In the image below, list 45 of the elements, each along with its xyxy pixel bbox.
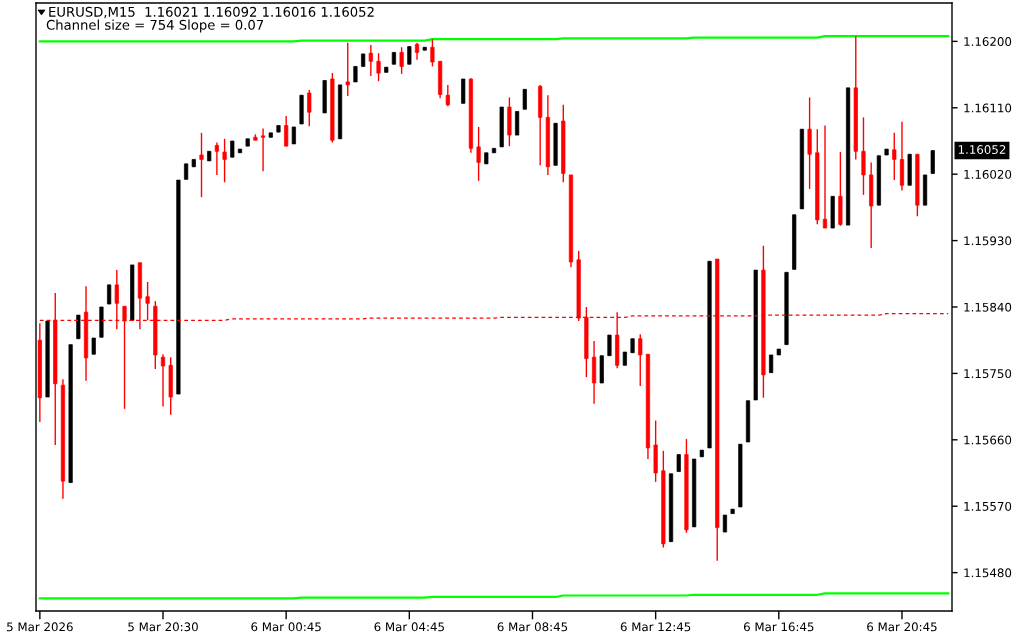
y-tick-label: 1.15480: [964, 568, 1012, 578]
candlestick: [522, 88, 527, 110]
x-tick-label: 6 Mar 08:45: [497, 622, 568, 632]
candlestick: [160, 353, 166, 408]
y-tick-label: 1.15930: [964, 236, 1012, 246]
x-tick-label: 6 Mar 16:45: [743, 622, 814, 632]
candlestick: [222, 138, 227, 183]
candlestick: [376, 52, 381, 82]
y-tick-label: 1.16110: [964, 103, 1012, 113]
candlestick: [638, 333, 643, 387]
candlestick: [399, 46, 404, 75]
candlestick: [368, 44, 373, 77]
y-tick-label: 1.15750: [964, 369, 1012, 379]
candlestick: [307, 89, 312, 127]
candlestick: [214, 141, 219, 176]
y-tick-label: 1.15660: [964, 435, 1012, 445]
y-tick-label: 1.16020: [964, 169, 1012, 179]
x-tick-label: 6 Mar 20:45: [867, 622, 937, 632]
candlestick: [445, 84, 450, 107]
candlestick: [76, 314, 81, 340]
text: 1.16052: [958, 145, 1006, 154]
candlestick: [892, 132, 897, 181]
x-tick-label: 5 Mar 2026: [7, 622, 73, 632]
candlestick: [607, 334, 612, 357]
x-tick-label: 5 Mar 20:30: [128, 622, 198, 632]
candlestick: [930, 149, 935, 175]
y-tick-label: 1.15840: [964, 302, 1012, 312]
chart-title: EURUSD,M15 1.16021 1.16092 1.16016 1.16052: [49, 6, 374, 19]
candlestick: [476, 126, 481, 182]
text: Channel size = 754 Slope = 0.07: [46, 19, 264, 33]
candlestick: [861, 116, 866, 196]
x-tick-label: 6 Mar 04:45: [374, 622, 444, 632]
candlestick: [284, 115, 289, 147]
candlestick: [260, 127, 266, 172]
candlestick: [345, 42, 350, 97]
candlestick: [199, 132, 204, 198]
candlestick: [107, 284, 112, 305]
candlestick: [515, 110, 520, 136]
x-tick-label: 6 Mar 00:45: [251, 622, 321, 632]
x-tick-label: 6 Mar 12:45: [620, 622, 691, 632]
y-tick-label: 1.15570: [964, 501, 1012, 511]
candlestick: [430, 38, 435, 68]
y-tick-label: 1.16200: [964, 37, 1012, 47]
candlestick: [822, 124, 828, 229]
candlestick: [145, 281, 150, 321]
